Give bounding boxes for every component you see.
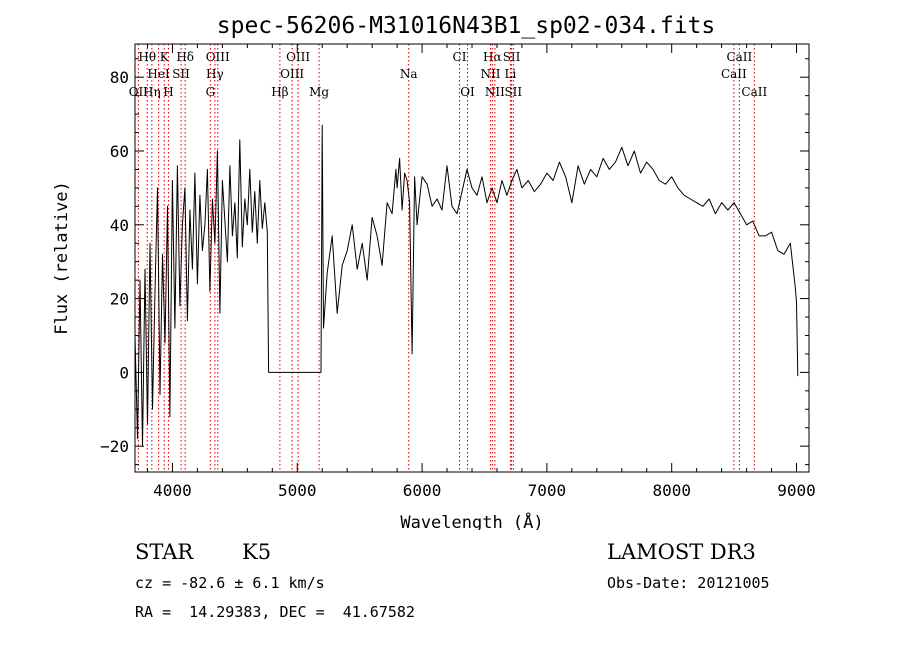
line-label-11: Hγ [206,67,224,81]
line-label-12: OIII [280,67,304,81]
y-axis-label: Flux (relative) [52,181,72,335]
line-label-17: OII [129,85,149,99]
redshift-value: cz = -82.6 ± 6.1 km/s [135,574,325,592]
line-label-10: SII [172,67,190,81]
x-tick-label-3: 7000 [528,481,567,500]
x-tick-label-0: 4000 [153,481,192,500]
x-tick-label-5: 9000 [777,481,816,500]
x-tick-label-2: 6000 [403,481,442,500]
line-label-21: Hβ [271,85,288,99]
line-label-18: Hη [143,85,161,99]
line-label-15: Li [505,67,517,81]
y-tick-label-4: 60 [110,142,129,161]
line-label-1: K [160,50,170,64]
y-tick-label-3: 40 [110,216,129,235]
observation-date: Obs-Date: 20121005 [607,574,770,592]
line-label-4: OIII [286,50,310,64]
line-label-19: H [163,85,173,99]
y-tick-label-1: 0 [119,363,129,382]
line-label-13: Na [400,67,418,81]
spectrum-series [134,124,799,447]
line-label-25: SII [504,85,522,99]
line-label-3: OIII [206,50,230,64]
spectrum-chart: spec-56206-M31016N43B1_sp02-034.fits Hθ K… [52,13,816,530]
line-label-8: CaII [726,50,752,64]
line-label-20: G [206,85,216,99]
line-label-26: CaII [741,85,767,99]
line-label-24: NII [485,85,505,99]
line-label-23: OI [460,85,475,99]
line-label-16: CaII [721,67,747,81]
plot-frame [134,43,810,473]
x-tick-label-1: 5000 [278,481,317,500]
line-label-9: HeI [147,67,170,81]
object-subclass: K5 [242,540,272,564]
y-tick-label-5: 80 [110,68,129,87]
line-label-2: Hδ [176,50,194,64]
line-label-6: Hα [483,50,502,64]
survey-name: LAMOST DR3 [607,540,756,564]
chart-title: spec-56206-M31016N43B1_sp02-034.fits [217,13,716,39]
object-class: STAR [135,540,194,564]
y-tick-label-0: −20 [100,437,129,456]
sky-coordinates: RA = 14.29383, DEC = 41.67582 [135,603,415,621]
axis-ticks: 4000 5000 6000 7000 8000 9000 −20 0 20 40 60 80 [100,44,816,500]
line-label-14: NII [480,67,500,81]
x-tick-label-4: 8000 [652,481,691,500]
y-tick-label-2: 20 [110,290,129,309]
line-label-22: Mg [309,85,329,99]
line-label-0: Hθ [138,50,156,64]
line-label-5: CI [453,50,467,64]
line-label-7: SII [503,50,521,64]
spectrum-layer [134,124,799,447]
x-axis-label: Wavelength (Å) [400,511,543,530]
